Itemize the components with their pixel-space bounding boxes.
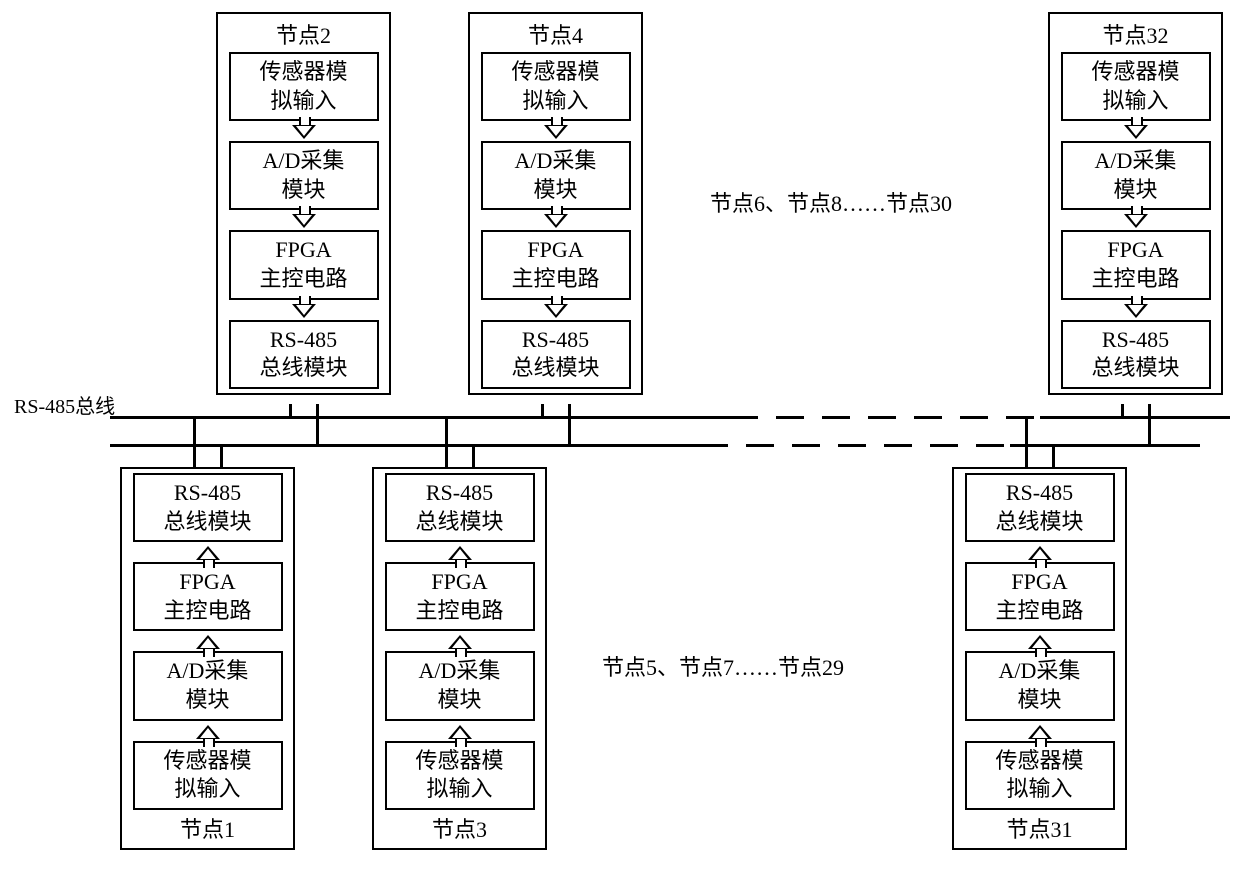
node-block: FPGA主控电路 [481, 230, 631, 299]
node-title: 节点31 [1006, 812, 1072, 844]
bus-connector [568, 404, 571, 446]
node-box: RS-485总线模块 FPGA主控电路 A/D采集模块传感器模拟输入节点31 [952, 467, 1127, 850]
bus-line-bot-solid [110, 444, 700, 447]
node-box: 节点32传感器模拟输入 A/D采集模块 FPGA主控电路 RS-485总线模块 [1048, 12, 1223, 395]
arrow-up-icon [196, 542, 220, 562]
arrow-up-icon [448, 631, 472, 651]
node-block: 传感器模拟输入 [1061, 52, 1211, 121]
node-block: A/D采集模块 [133, 651, 283, 720]
bus-connector [1121, 404, 1124, 418]
node-title: 节点4 [528, 18, 583, 50]
bus-connector [1148, 404, 1151, 446]
arrow-down-icon [544, 300, 568, 320]
node-block: A/D采集模块 [965, 651, 1115, 720]
node-block: RS-485总线模块 [965, 473, 1115, 542]
node-block: A/D采集模块 [481, 141, 631, 210]
node-box: 节点4传感器模拟输入 A/D采集模块 FPGA主控电路 RS-485总线模块 [468, 12, 643, 395]
node-box: RS-485总线模块 FPGA主控电路 A/D采集模块传感器模拟输入节点1 [120, 467, 295, 850]
node-block: FPGA主控电路 [133, 562, 283, 631]
node-box: RS-485总线模块 FPGA主控电路 A/D采集模块传感器模拟输入节点3 [372, 467, 547, 850]
bus-label: RS-485总线 [14, 390, 115, 419]
node-block: RS-485总线模块 [229, 320, 379, 389]
bus-connector [445, 416, 448, 469]
bus-line-top-solid [110, 416, 730, 419]
arrow-up-icon [1028, 721, 1052, 741]
bus-line-bot-dash [700, 444, 1010, 447]
node-block: RS-485总线模块 [1061, 320, 1211, 389]
bus-connector [220, 444, 223, 469]
node-block: A/D采集模块 [385, 651, 535, 720]
arrow-down-icon [1124, 300, 1148, 320]
node-box: 节点2传感器模拟输入 A/D采集模块 FPGA主控电路 RS-485总线模块 [216, 12, 391, 395]
arrow-up-icon [1028, 631, 1052, 651]
bus-connector [1025, 416, 1028, 469]
node-title: 节点2 [276, 18, 331, 50]
arrow-up-icon [196, 721, 220, 741]
arrow-up-icon [448, 721, 472, 741]
top-ellipsis-label: 节点6、节点8……节点30 [710, 186, 952, 218]
bus-connector [193, 416, 196, 469]
node-block: FPGA主控电路 [385, 562, 535, 631]
node-block: A/D采集模块 [1061, 141, 1211, 210]
node-block: FPGA主控电路 [965, 562, 1115, 631]
node-title: 节点1 [180, 812, 235, 844]
node-block: RS-485总线模块 [133, 473, 283, 542]
node-title: 节点32 [1102, 18, 1168, 50]
bus-connector [316, 404, 319, 446]
bus-connector [541, 404, 544, 418]
arrow-down-icon [1124, 121, 1148, 141]
node-block: RS-485总线模块 [481, 320, 631, 389]
node-block: 传感器模拟输入 [133, 741, 283, 810]
bus-connector [289, 404, 292, 418]
node-block: 传感器模拟输入 [229, 52, 379, 121]
node-block: 传感器模拟输入 [965, 741, 1115, 810]
arrow-down-icon [544, 210, 568, 230]
arrow-down-icon [544, 121, 568, 141]
node-block: 传感器模拟输入 [385, 741, 535, 810]
node-block: FPGA主控电路 [1061, 230, 1211, 299]
bus-connector [472, 444, 475, 469]
node-block: FPGA主控电路 [229, 230, 379, 299]
arrow-up-icon [1028, 542, 1052, 562]
bus-line-bot-tail [1010, 444, 1200, 447]
node-block: RS-485总线模块 [385, 473, 535, 542]
arrow-down-icon [1124, 210, 1148, 230]
bottom-ellipsis-label: 节点5、节点7……节点29 [602, 650, 844, 682]
node-block: A/D采集模块 [229, 141, 379, 210]
arrow-up-icon [448, 542, 472, 562]
node-title: 节点3 [432, 812, 487, 844]
bus-connector [1052, 444, 1055, 469]
arrow-down-icon [292, 210, 316, 230]
bus-line-top-dash [730, 416, 1040, 419]
arrow-down-icon [292, 300, 316, 320]
arrow-up-icon [196, 631, 220, 651]
arrow-down-icon [292, 121, 316, 141]
node-block: 传感器模拟输入 [481, 52, 631, 121]
bus-line-top-tail [1040, 416, 1230, 419]
